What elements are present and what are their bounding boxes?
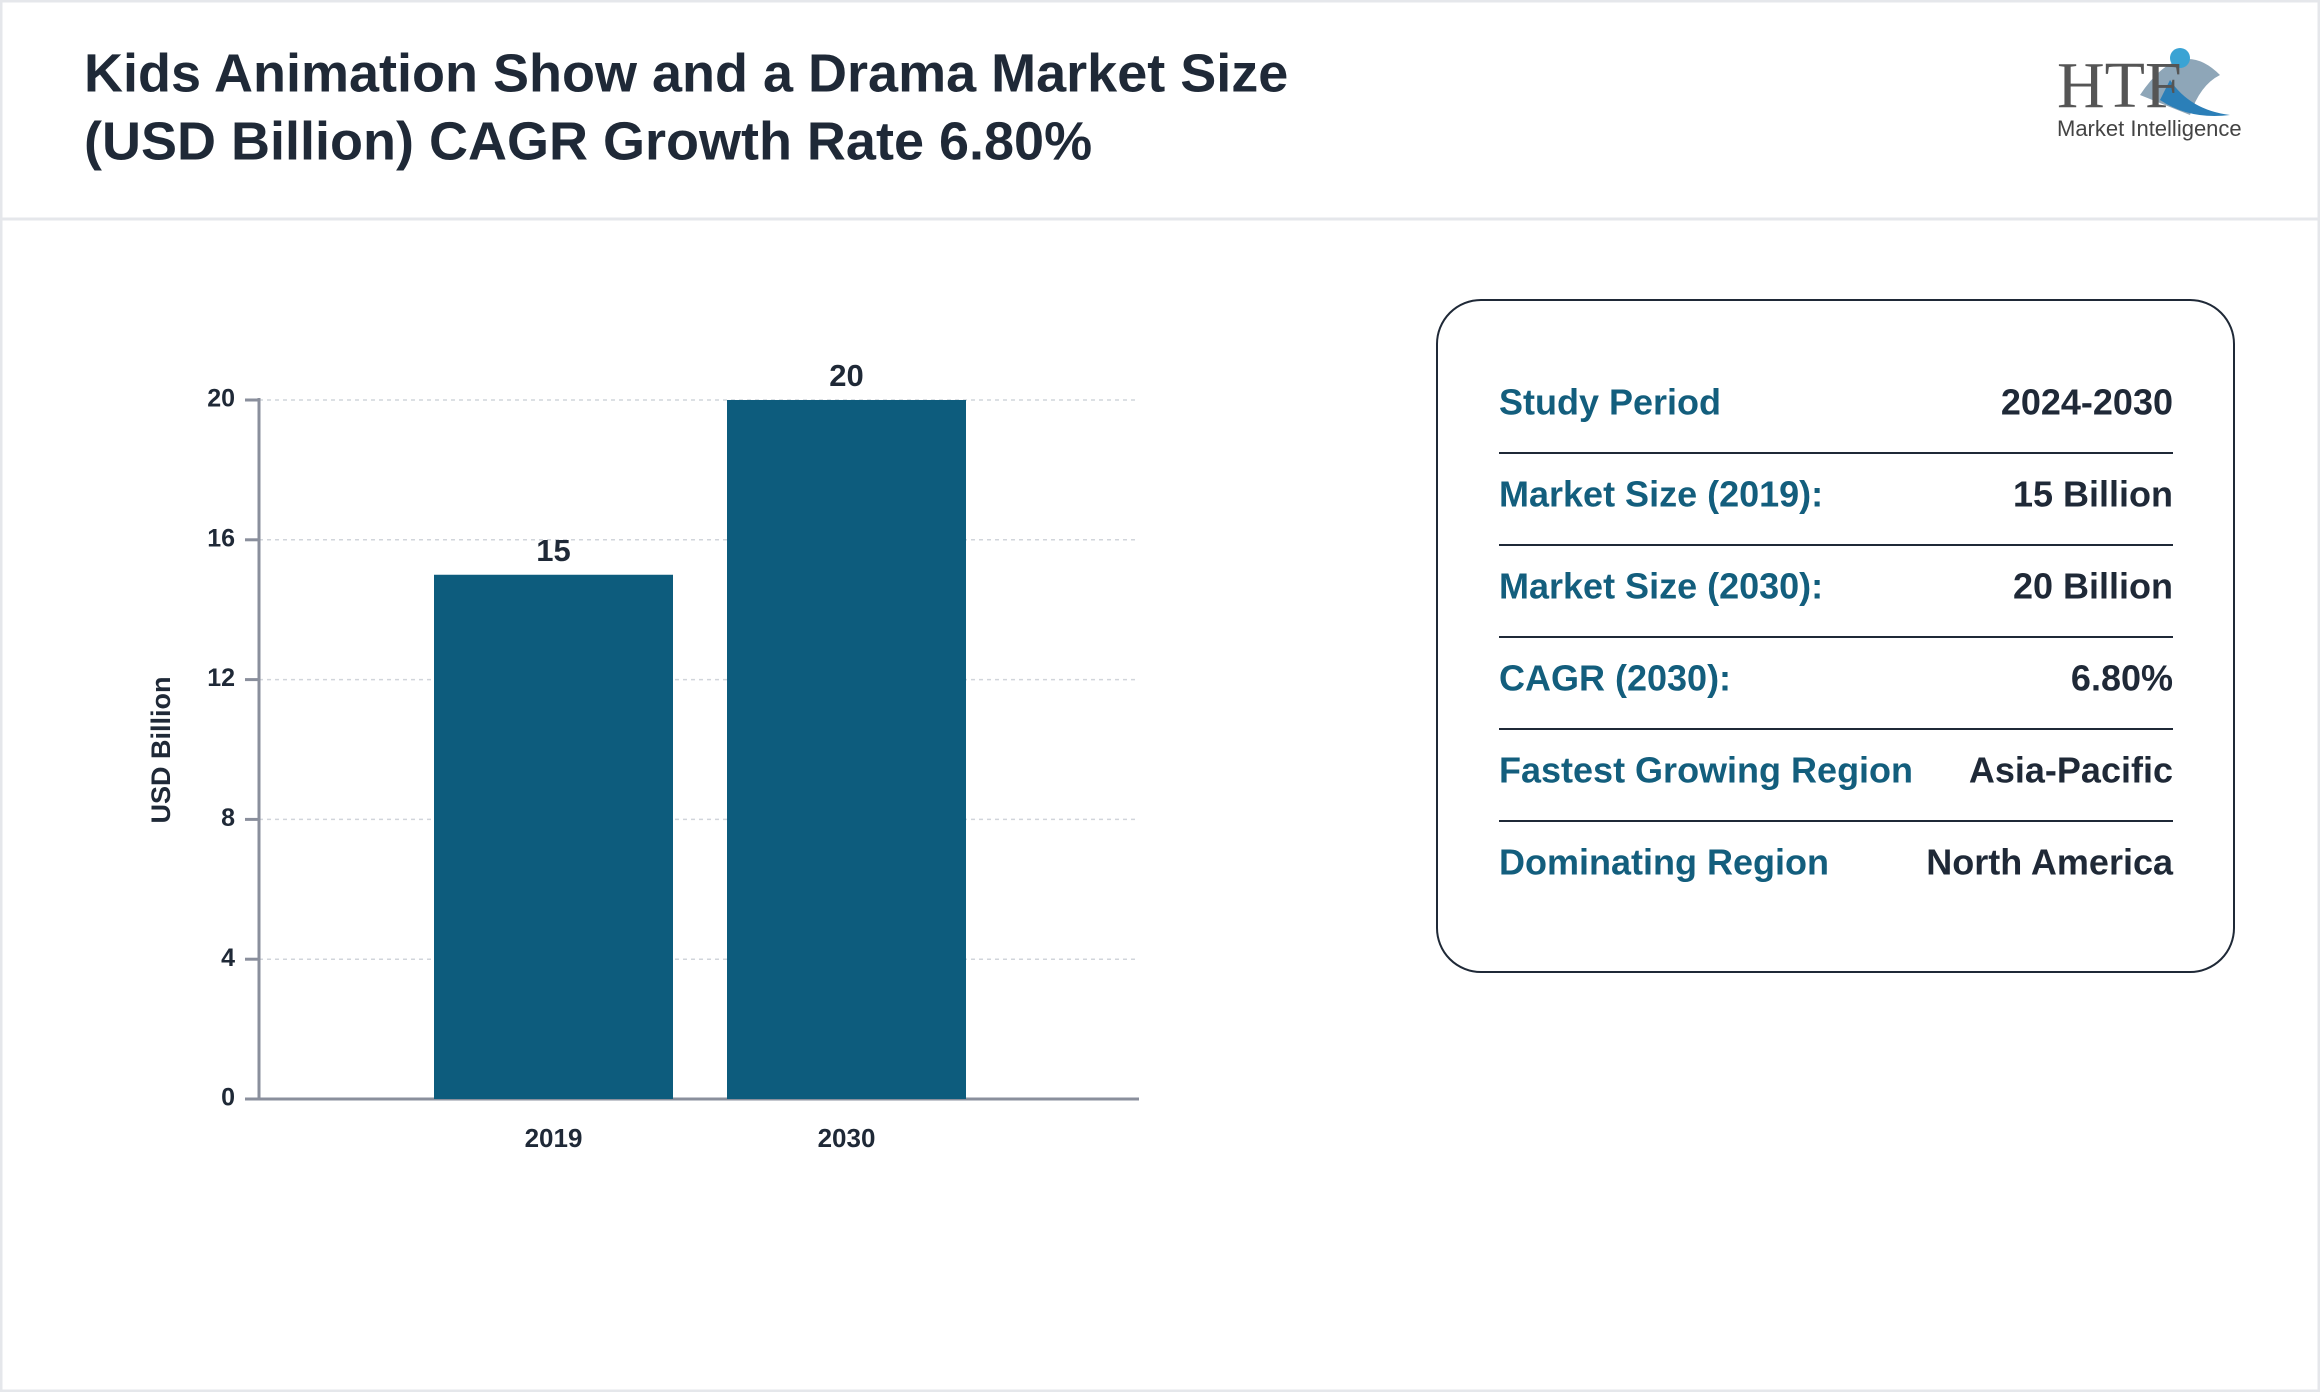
x-tick-label: 2019 xyxy=(525,1123,583,1153)
logo: HTF Market Intelligence xyxy=(2057,48,2242,141)
info-label: CAGR (2030): xyxy=(1499,658,1731,699)
info-label: Dominating Region xyxy=(1499,842,1829,883)
y-axis-label: USD Billion xyxy=(146,677,176,824)
logo-text: Market Intelligence xyxy=(2057,116,2242,141)
y-tick-label: 12 xyxy=(207,664,235,692)
y-tick-label: 20 xyxy=(207,385,235,413)
logo-dot xyxy=(2170,48,2190,68)
y-tick-label: 8 xyxy=(221,804,235,832)
info-label: Fastest Growing Region xyxy=(1499,750,1913,791)
logo-shape xyxy=(2140,59,2220,115)
title-line: Kids Animation Show and a Drama Market S… xyxy=(84,43,1288,103)
info-value: 6.80% xyxy=(2071,658,2173,699)
value-label: 15 xyxy=(536,533,570,568)
y-tick-label: 4 xyxy=(221,944,235,972)
info-value: North America xyxy=(1926,842,2174,883)
info-table: Study Period 2024-2030 Market Size (2019):… xyxy=(1499,382,2174,883)
logo-mark: HTF xyxy=(2057,49,2182,122)
info-value: 20 Billion xyxy=(2013,566,2173,607)
info-value: Asia-Pacific xyxy=(1969,750,2173,791)
chart: USD Billion 0 4 8 12 16 20 15 2019 20 2030 xyxy=(146,358,1139,1153)
bar xyxy=(434,574,673,1099)
info-value: 2024-2030 xyxy=(2001,382,2173,423)
info-label: Study Period xyxy=(1499,382,1721,423)
y-tick-label: 0 xyxy=(221,1084,235,1112)
logo-shape xyxy=(2160,80,2230,116)
info-value: 15 Billion xyxy=(2013,474,2173,515)
y-tick-label: 16 xyxy=(207,524,235,552)
info-label: Market Size (2030): xyxy=(1499,566,1823,607)
title-line: (USD Billion) CAGR Growth Rate 6.80% xyxy=(84,111,1092,171)
value-label: 20 xyxy=(829,358,863,393)
bar xyxy=(727,400,966,1099)
info-label: Market Size (2019): xyxy=(1499,474,1823,515)
x-tick-label: 2030 xyxy=(818,1123,876,1153)
